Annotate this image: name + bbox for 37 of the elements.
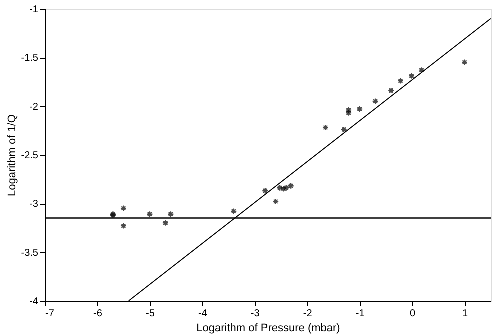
y-tick-label: -1.5 — [21, 53, 39, 64]
x-tick-label: -2 — [303, 308, 313, 320]
point — [272, 198, 280, 206]
x-tick-label: 1 — [462, 308, 468, 320]
x-tick-label: 0 — [410, 308, 416, 320]
point — [345, 110, 352, 116]
point — [340, 126, 348, 134]
point — [461, 59, 468, 66]
point — [168, 211, 174, 218]
point — [388, 87, 395, 94]
point — [372, 98, 379, 105]
x-tick-label: -5 — [146, 308, 156, 320]
point — [408, 72, 416, 80]
point — [120, 205, 128, 212]
point — [120, 222, 128, 230]
x-tick-label: -6 — [94, 308, 103, 320]
point — [345, 106, 352, 114]
point — [262, 188, 269, 194]
point — [146, 211, 154, 218]
y-tick-label: -2.5 — [21, 150, 39, 162]
y-tick-label: -3.5 — [21, 248, 39, 259]
x-tick-label: -4 — [198, 308, 208, 320]
y-tick-label: -4 — [30, 296, 39, 308]
x-tick-label: -3 — [250, 308, 260, 320]
point — [397, 78, 404, 84]
y-tick-label: -2 — [30, 102, 39, 113]
x-tick-label: -7 — [46, 308, 55, 320]
x-tick-label: -1 — [356, 308, 366, 320]
y-tick-label: -3 — [30, 199, 39, 210]
point — [356, 106, 364, 113]
point — [322, 124, 330, 132]
y-tick-label: -1 — [30, 4, 39, 16]
x-axis-title: Logarithm of Pressure (mbar) — [196, 322, 340, 334]
point — [418, 66, 426, 74]
point — [162, 220, 170, 226]
point — [230, 208, 238, 215]
y-axis-title: Logarithm of 1/Q — [6, 114, 18, 196]
